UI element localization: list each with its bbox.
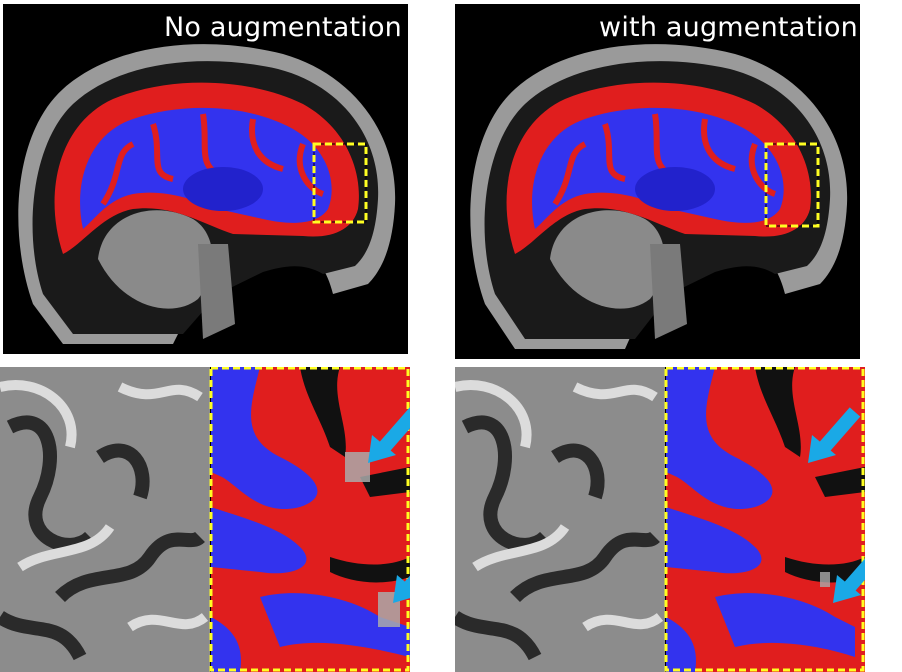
cerebellum: [550, 210, 665, 309]
error-region-lower: [820, 572, 830, 587]
sagittal-panel-no-augmentation: No augmentation: [3, 4, 408, 354]
corpus-callosum: [183, 167, 263, 211]
dashed-zoom-border: [664, 367, 865, 672]
brainstem: [650, 244, 687, 339]
panel-label-no-augmentation: No augmentation: [164, 12, 402, 43]
error-region-upper: [345, 452, 370, 482]
callout-arrow-icon: [393, 575, 410, 603]
gyri-raw: [0, 380, 209, 632]
callout-arrow-icon: [368, 407, 410, 463]
zoomed-mri-image: [455, 367, 865, 672]
dashed-zoom-border: [209, 367, 410, 672]
csf-zoom: [755, 367, 865, 583]
white-matter-segmentation: [80, 107, 332, 229]
white-matter-zoom: [666, 367, 855, 672]
csf-zoom: [300, 367, 410, 583]
white-matter-zoom: [211, 367, 410, 672]
brainstem: [198, 244, 235, 339]
sagittal-panel-with-augmentation: with augmentation: [455, 4, 860, 359]
zoom-panel-with-augmentation: [455, 367, 865, 672]
dashed-zoom-box: [312, 142, 368, 224]
callout-arrow-icon: [808, 407, 861, 463]
corpus-callosum: [635, 167, 715, 211]
white-matter-segmentation: [532, 107, 784, 229]
sagittal-mri-image: [18, 44, 396, 344]
panel-label-with-augmentation: with augmentation: [599, 12, 858, 43]
zoomed-mri-image: [0, 367, 410, 672]
sulci-raw: [0, 415, 205, 661]
sulci-raw: [455, 415, 660, 661]
cerebellum: [98, 210, 213, 309]
dashed-zoom-box-inner: [765, 143, 819, 227]
gyri-raw: [455, 380, 664, 632]
zoom-panel-no-augmentation: [0, 367, 410, 672]
sagittal-mri-image: [470, 44, 848, 349]
callout-arrow-icon: [833, 558, 865, 603]
